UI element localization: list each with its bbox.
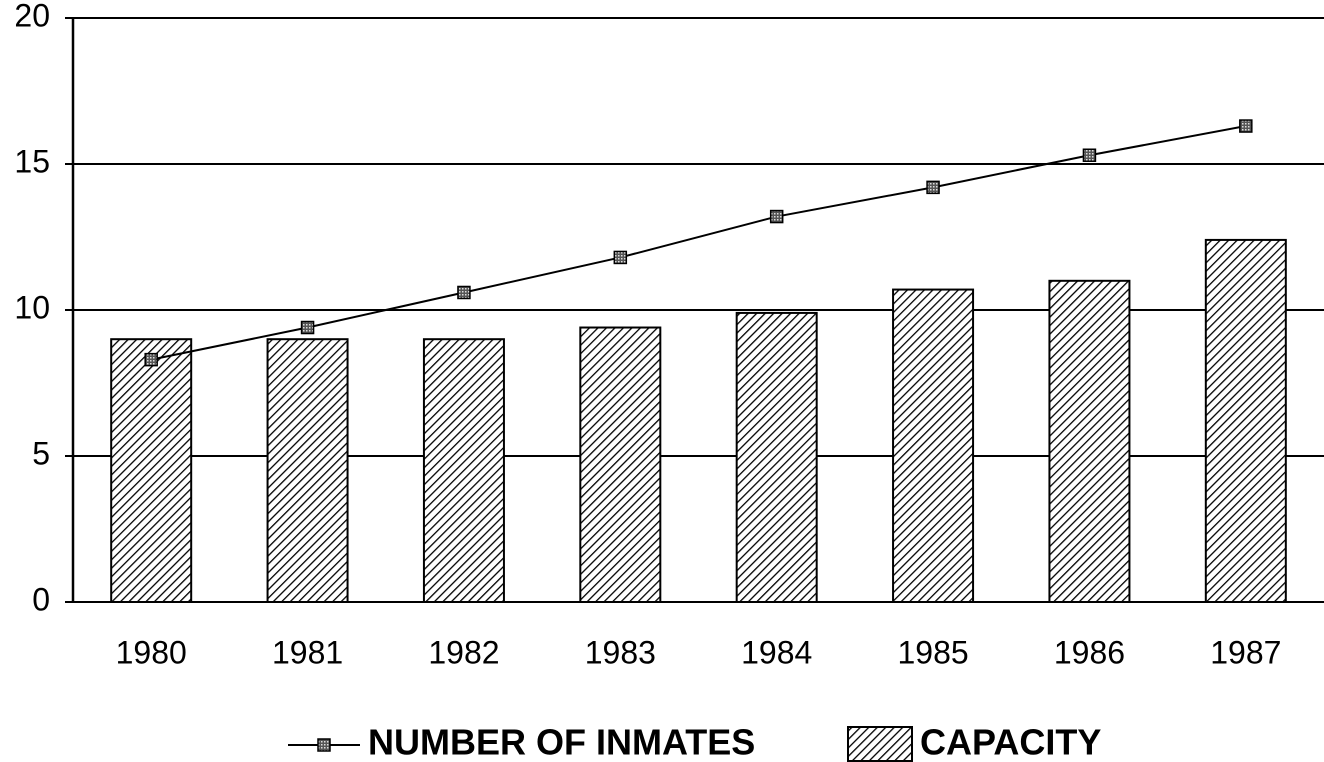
bar xyxy=(892,288,975,603)
bar xyxy=(1048,279,1131,603)
y-tick-label: 10 xyxy=(14,289,50,325)
marker xyxy=(1239,119,1253,133)
y-tick-label: 0 xyxy=(32,581,50,617)
y-tick-label: 15 xyxy=(14,143,50,179)
legend-label: CAPACITY xyxy=(920,722,1101,762)
marker xyxy=(144,352,158,367)
bar xyxy=(110,338,193,603)
marker xyxy=(300,320,315,335)
line xyxy=(150,125,1246,361)
y-tick-label: 20 xyxy=(14,0,50,33)
marker xyxy=(1082,148,1097,162)
x-tick-label: 1985 xyxy=(897,634,968,670)
marker xyxy=(769,209,784,224)
x-tick-label: 1980 xyxy=(116,634,187,670)
bar xyxy=(266,338,349,603)
x-tick-label: 1982 xyxy=(428,634,499,670)
marker xyxy=(457,285,471,300)
x-tick-label: 1984 xyxy=(741,634,812,670)
y-tick-label: 5 xyxy=(32,435,50,471)
bar xyxy=(579,326,662,603)
bar xyxy=(735,311,818,603)
marker xyxy=(926,180,940,195)
legend-marker xyxy=(317,738,331,752)
legend-label: NUMBER OF INMATES xyxy=(368,722,755,762)
x-tick-label: 1986 xyxy=(1054,634,1125,670)
legend-swatch xyxy=(847,726,913,762)
bar xyxy=(422,338,505,603)
x-tick-label: 1983 xyxy=(585,634,656,670)
x-tick-label: 1981 xyxy=(272,634,343,670)
x-tick-label: 1987 xyxy=(1210,634,1281,670)
marker xyxy=(613,250,628,265)
bar xyxy=(1204,238,1287,603)
